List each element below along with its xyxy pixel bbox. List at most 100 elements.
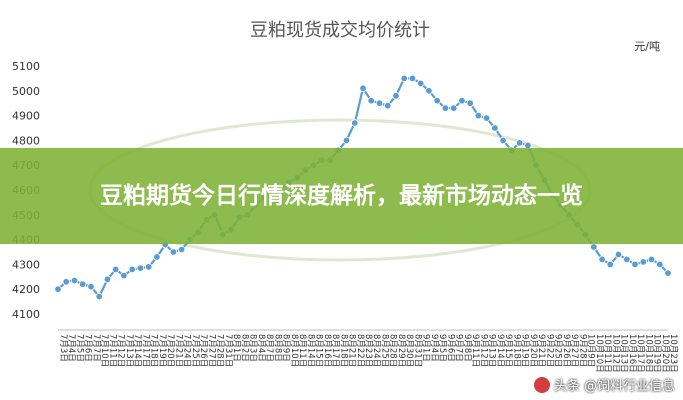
x-tick-label: 8月15日 bbox=[314, 334, 324, 367]
x-tick-label: 7月11日 bbox=[107, 334, 117, 367]
data-point bbox=[458, 96, 466, 105]
x-tick-label: 8月24日 bbox=[371, 334, 381, 367]
x-tick-label: 8月18日 bbox=[338, 334, 348, 367]
x-tick-label: 10月12日 bbox=[610, 334, 620, 373]
data-point bbox=[491, 124, 499, 132]
x-tick-label: 7月10日 bbox=[99, 334, 109, 367]
data-point bbox=[664, 269, 672, 277]
data-point bbox=[499, 136, 507, 145]
x-tick-label: 8月7日 bbox=[264, 334, 274, 362]
data-point bbox=[656, 260, 664, 269]
x-tick-label: 7月21日 bbox=[173, 334, 183, 367]
data-point bbox=[128, 265, 136, 274]
x-tick-label: 7月28日 bbox=[215, 334, 225, 367]
data-point bbox=[111, 265, 120, 274]
data-point bbox=[450, 104, 458, 112]
x-tick-label: 10月13日 bbox=[619, 334, 629, 373]
x-tick-label: 10月20日 bbox=[660, 334, 670, 373]
watermark-logo-icon bbox=[533, 376, 550, 393]
x-tick-label: 10月11日 bbox=[602, 334, 612, 373]
data-point bbox=[144, 263, 153, 271]
data-point bbox=[400, 74, 408, 83]
x-tick-label: 9月12日 bbox=[478, 334, 488, 367]
x-tick-label: 9月13日 bbox=[487, 334, 497, 367]
x-tick-label: 8月30日 bbox=[404, 334, 414, 367]
data-point bbox=[177, 245, 186, 254]
x-tick-label: 9月27日 bbox=[569, 334, 579, 367]
x-tick-label: 8月29日 bbox=[396, 334, 406, 367]
x-tick-label: 9月15日 bbox=[503, 334, 513, 367]
chart-title: 豆粕现货成交均价统计 bbox=[250, 20, 430, 41]
data-point bbox=[351, 119, 359, 127]
x-tick-label: 9月19日 bbox=[520, 334, 530, 367]
x-tick-label: 9月14日 bbox=[495, 334, 505, 367]
data-point bbox=[598, 255, 606, 264]
x-tick-label: 9月5日 bbox=[437, 334, 447, 362]
x-tick-label: 7月20日 bbox=[165, 334, 175, 367]
x-tick-label: 10月18日 bbox=[643, 334, 653, 373]
data-point bbox=[474, 111, 483, 120]
x-tick-label: 7月14日 bbox=[132, 334, 142, 367]
x-tick-label: 8月23日 bbox=[363, 334, 373, 367]
headline-banner: 豆粕期货今日行情深度解析，最新市场动态一览 bbox=[0, 148, 683, 244]
data-point bbox=[606, 260, 614, 269]
x-tick-label: 7月19日 bbox=[157, 334, 167, 367]
data-point bbox=[425, 87, 433, 95]
x-tick-label: 8月8日 bbox=[272, 334, 282, 362]
x-tick-label: 8月28日 bbox=[388, 334, 398, 367]
data-point bbox=[466, 99, 474, 107]
x-tick-label: 7月26日 bbox=[198, 334, 208, 367]
x-tick-label: 8月10日 bbox=[289, 334, 299, 367]
data-point bbox=[623, 255, 631, 264]
y-tick-label: 4200 bbox=[12, 283, 40, 296]
data-point bbox=[433, 96, 441, 105]
x-tick-label: 7月13日 bbox=[124, 334, 134, 367]
x-axis: 7月3日7月4日7月5日7月6日7月7日7月10日7月11日7月12日7月13日… bbox=[58, 329, 678, 373]
data-point bbox=[153, 253, 161, 261]
x-tick-label: 10月9日 bbox=[586, 334, 596, 367]
data-point bbox=[342, 136, 351, 145]
y-unit-label: 元/吨 bbox=[634, 40, 660, 53]
x-tick-label: 9月26日 bbox=[561, 334, 571, 367]
data-point bbox=[590, 243, 598, 251]
data-point bbox=[614, 250, 623, 259]
data-point bbox=[417, 79, 425, 88]
data-point bbox=[70, 276, 79, 285]
data-point bbox=[408, 74, 417, 83]
y-tick-label: 4800 bbox=[12, 134, 40, 147]
x-tick-label: 7月27日 bbox=[206, 334, 216, 367]
x-tick-label: 7月25日 bbox=[190, 334, 200, 367]
data-point bbox=[359, 84, 367, 92]
headline-text: 豆粕期货今日行情深度解析，最新市场动态一览 bbox=[100, 183, 583, 209]
x-tick-label: 8月31日 bbox=[412, 334, 422, 367]
data-point bbox=[169, 248, 178, 256]
data-point bbox=[95, 292, 103, 301]
x-tick-label: 8月1日 bbox=[231, 334, 241, 362]
y-tick-label: 5000 bbox=[12, 85, 40, 98]
x-tick-label: 9月7日 bbox=[454, 334, 464, 362]
x-tick-label: 8月3日 bbox=[248, 334, 258, 362]
data-point bbox=[367, 96, 375, 105]
data-point bbox=[631, 260, 639, 269]
x-tick-label: 9月1日 bbox=[421, 334, 431, 362]
x-tick-label: 9月21日 bbox=[536, 334, 546, 367]
x-tick-label: 9月6日 bbox=[445, 334, 455, 362]
x-tick-label: 7月31日 bbox=[223, 334, 233, 367]
data-point bbox=[441, 104, 450, 112]
x-tick-label: 10月19日 bbox=[652, 334, 662, 373]
x-tick-label: 9月22日 bbox=[544, 334, 554, 367]
x-tick-label: 9月18日 bbox=[511, 334, 521, 367]
x-tick-label: 7月17日 bbox=[140, 334, 150, 367]
x-tick-label: 9月20日 bbox=[528, 334, 538, 367]
source-watermark: 头条 @饲料行业信息 bbox=[533, 375, 675, 394]
data-point bbox=[120, 271, 128, 280]
x-tick-label: 10月23日 bbox=[668, 334, 678, 373]
x-tick-label: 10月10日 bbox=[594, 334, 604, 373]
y-tick-label: 5100 bbox=[12, 60, 40, 73]
data-point bbox=[639, 258, 647, 266]
data-point bbox=[62, 278, 70, 286]
x-tick-label: 8月21日 bbox=[347, 334, 357, 367]
x-tick-label: 7月6日 bbox=[83, 334, 93, 362]
x-tick-label: 8月25日 bbox=[379, 334, 389, 367]
